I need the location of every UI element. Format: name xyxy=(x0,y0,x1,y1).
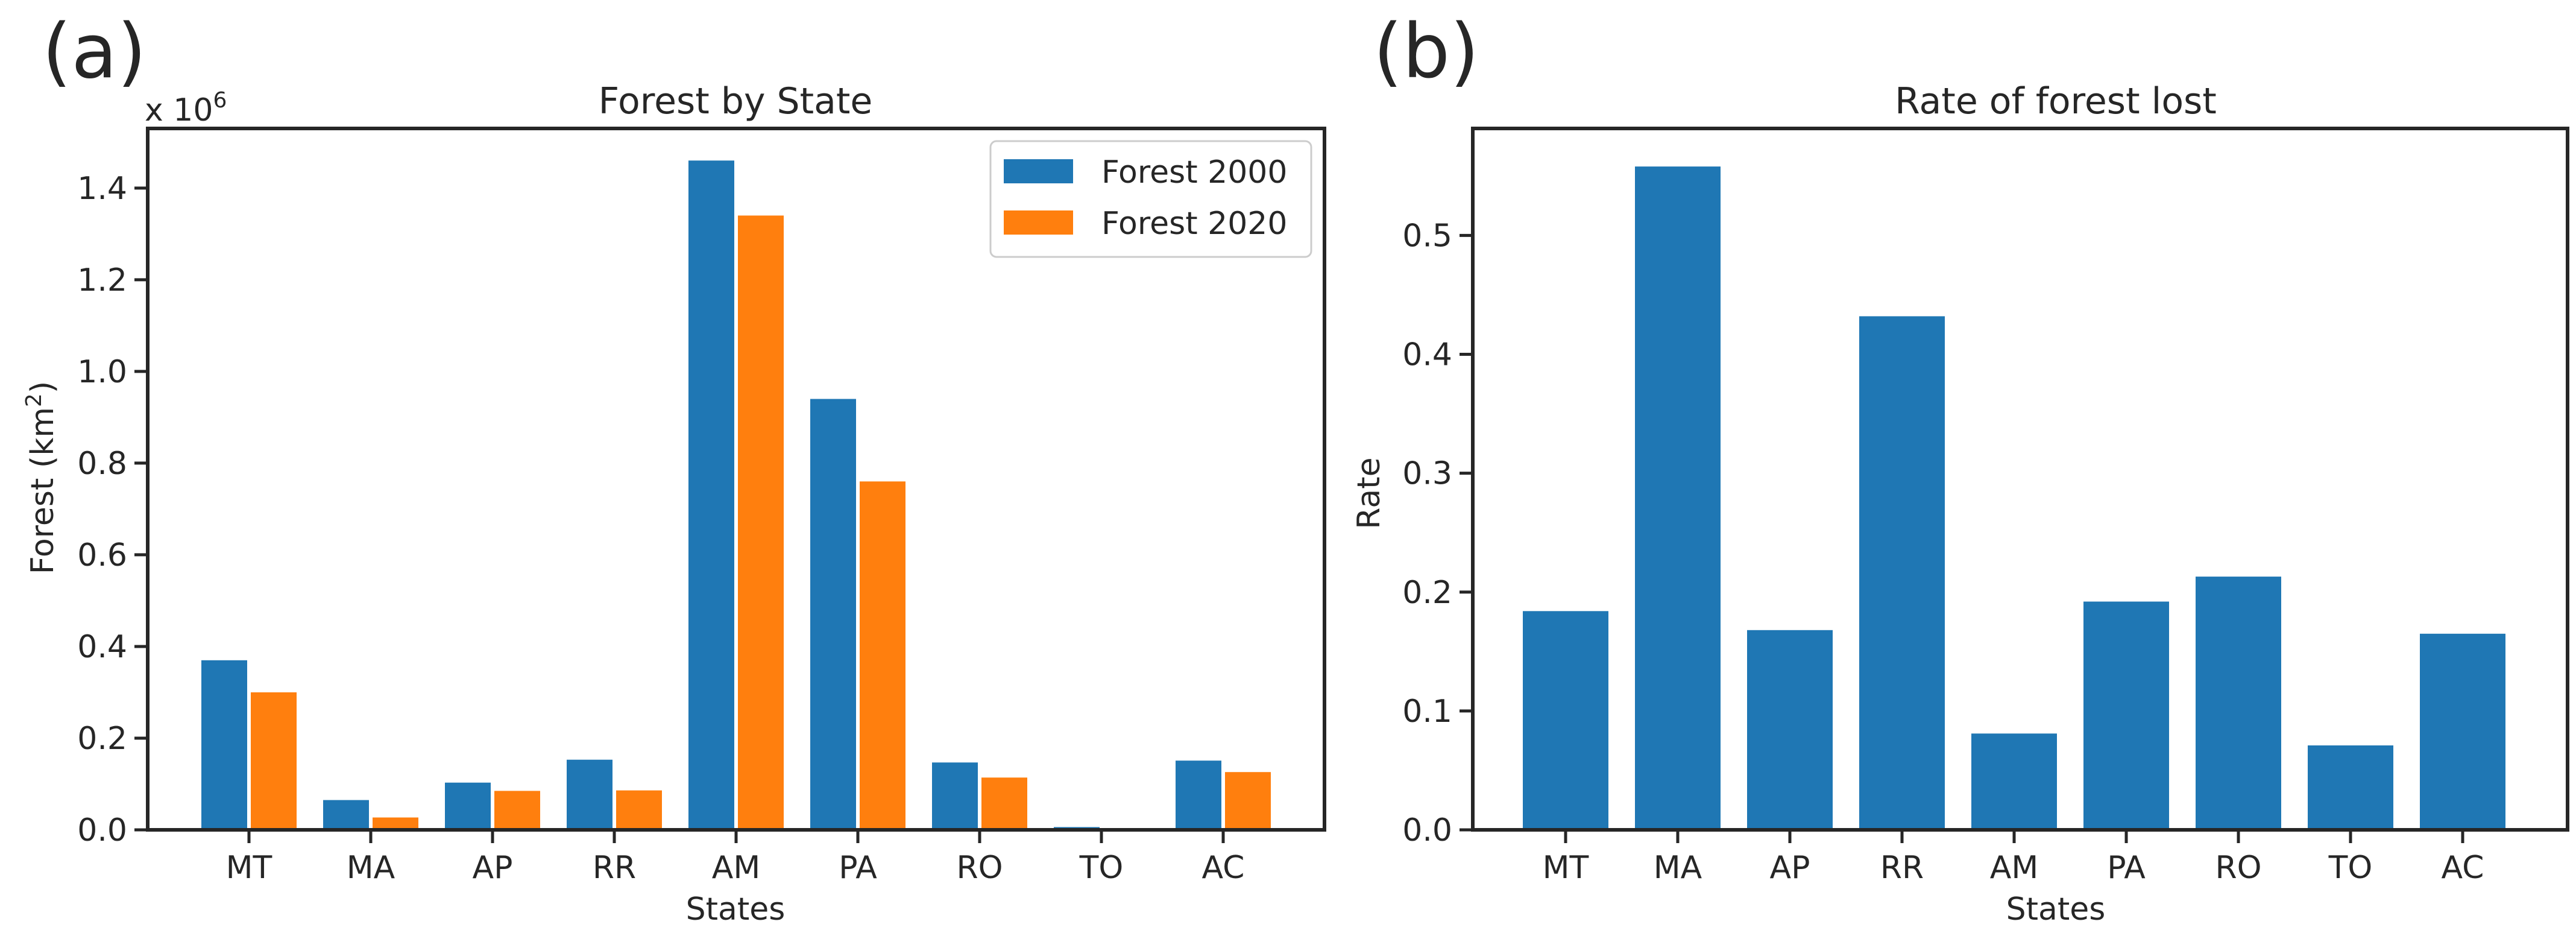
x-tick-label-to: TO xyxy=(1079,850,1124,886)
x-tick-label-pa: PA xyxy=(2107,850,2146,886)
y-tick-label: 1.4 xyxy=(77,171,127,207)
legend-label-forest-2020: Forest 2020 xyxy=(1101,206,1287,242)
chart-a-bars xyxy=(201,160,1271,830)
y-tick-label: 0.8 xyxy=(77,446,127,482)
bar-forest-2000-ac xyxy=(1176,760,1221,830)
chart-a-ylabel: Forest (km2) xyxy=(22,381,61,574)
bar-forest-2020-ma xyxy=(373,817,418,830)
bar-forest-2000-rr xyxy=(567,759,613,830)
chart-b-y-axis: 0.0 0.1 0.2 0.3 0.4 0.5 xyxy=(1402,218,1473,849)
chart-forest-by-state: Forest by State x 106 Forest (km2) State… xyxy=(22,80,1326,928)
bar-forest-2020-ap xyxy=(494,791,540,830)
bar-rate-pa xyxy=(2083,601,2169,830)
x-tick-label-ma: MA xyxy=(1654,850,1702,886)
chart-b-xlabel: States xyxy=(2006,891,2106,928)
x-tick-label-ac: AC xyxy=(1202,850,1245,886)
panel-label-b: (b) xyxy=(1373,8,1479,95)
chart-a-legend: Forest 2000 Forest 2020 xyxy=(989,140,1312,258)
legend-swatch-forest-2020 xyxy=(1004,210,1073,235)
chart-b-bars xyxy=(1523,166,2505,830)
chart-b-x-axis: MT MA AP RR AM PA RO TO AC xyxy=(1543,830,2484,886)
legend-swatch-forest-2000 xyxy=(1004,159,1073,183)
chart-a-xlabel: States xyxy=(686,891,786,928)
bar-rate-ac xyxy=(2420,633,2505,830)
bar-rate-ma xyxy=(1635,166,1721,830)
bar-forest-2000-ro xyxy=(932,762,978,830)
x-tick-label-ac: AC xyxy=(2442,850,2484,886)
x-tick-label-rr: RR xyxy=(1880,850,1924,886)
x-tick-label-am: AM xyxy=(712,850,760,886)
bar-rate-ap xyxy=(1747,630,1833,830)
bar-forest-2020-ro xyxy=(981,777,1027,830)
bar-forest-2000-pa xyxy=(810,399,856,830)
x-tick-label-ap: AP xyxy=(1770,850,1810,886)
x-tick-label-mt: MT xyxy=(1543,850,1589,886)
chart-a-offset-text: x 106 xyxy=(145,88,227,128)
y-tick-label: 0.2 xyxy=(77,721,127,757)
bar-rate-mt xyxy=(1523,611,1608,830)
bar-forest-2020-mt xyxy=(251,692,297,830)
bar-rate-ro xyxy=(2196,577,2281,830)
x-tick-label-mt: MT xyxy=(226,850,272,886)
x-tick-label-ro: RO xyxy=(956,850,1003,886)
x-tick-label-pa: PA xyxy=(839,850,877,886)
chart-a-title: Forest by State xyxy=(599,80,873,122)
bar-forest-2000-am xyxy=(688,160,734,830)
bar-forest-2000-ap xyxy=(445,782,491,830)
x-tick-label-am: AM xyxy=(1990,850,2038,886)
y-tick-label: 0.1 xyxy=(1402,694,1452,730)
chart-b-title: Rate of forest lost xyxy=(1895,80,2217,122)
bar-forest-2000-mt xyxy=(201,660,247,830)
panel-label-a: (a) xyxy=(42,8,146,95)
y-tick-label: 0.0 xyxy=(1402,812,1452,849)
chart-b-ylabel: Rate xyxy=(1351,457,1387,529)
x-tick-label-to: TO xyxy=(2328,850,2373,886)
y-tick-label: 0.5 xyxy=(1402,218,1452,254)
y-tick-label: 0.6 xyxy=(77,537,127,574)
bar-forest-2020-am xyxy=(738,215,784,830)
y-tick-label: 0.3 xyxy=(1402,456,1452,492)
y-tick-label: 1.2 xyxy=(77,262,127,299)
chart-a-x-axis: MT MA AP RR AM PA RO TO AC xyxy=(226,830,1245,886)
chart-rate-of-forest-lost: Rate of forest lost Rate States 0.00.10.… xyxy=(1351,80,2569,928)
chart-a-frame xyxy=(146,127,1326,832)
bar-forest-2020-rr xyxy=(616,790,662,830)
bar-forest-2000-ma xyxy=(323,800,369,830)
bar-rate-to xyxy=(2308,745,2393,830)
x-tick-label-ro: RO xyxy=(2215,850,2261,886)
y-tick-label: 0.2 xyxy=(1402,575,1452,611)
bar-rate-rr xyxy=(1859,316,1945,830)
x-tick-label-ap: AP xyxy=(473,850,513,886)
y-tick-label: 0.0 xyxy=(77,812,127,849)
x-tick-label-ma: MA xyxy=(347,850,395,886)
bar-forest-2020-ac xyxy=(1225,772,1271,830)
chart-b-frame xyxy=(1471,127,2569,832)
legend-label-forest-2000: Forest 2000 xyxy=(1101,154,1287,191)
bar-forest-2020-pa xyxy=(860,481,905,830)
x-tick-label-rr: RR xyxy=(593,850,636,886)
y-tick-label: 0.4 xyxy=(1402,337,1452,373)
y-tick-label: 0.4 xyxy=(77,629,127,665)
chart-a-y-axis: 0.0 0.2 0.4 0.6 0.8 1.0 1.2 1.4 xyxy=(77,171,148,849)
y-tick-label: 1.0 xyxy=(77,354,127,390)
bar-rate-am xyxy=(1971,733,2057,830)
